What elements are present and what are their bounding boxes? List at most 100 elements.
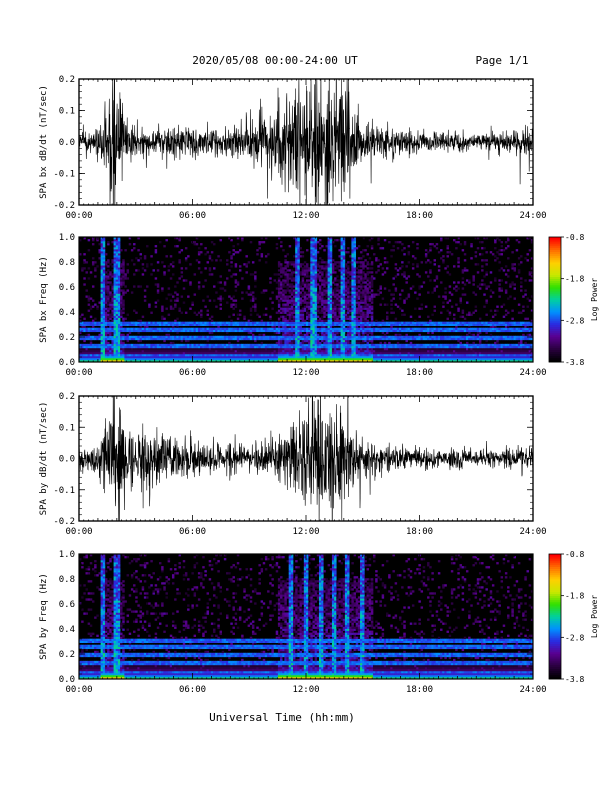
spectrogram-cell (122, 317, 125, 320)
spectrogram-cell (383, 355, 387, 359)
spectrogram-cell (303, 291, 307, 294)
spectrogram-cell (290, 337, 294, 341)
spectrogram-cell (349, 341, 352, 345)
spectrogram-cell (334, 305, 337, 308)
spectrogram-cell (375, 259, 378, 262)
spectrogram-cell (258, 355, 261, 359)
spectrogram-cell (318, 271, 322, 274)
spectrogram-cell (221, 353, 225, 357)
spectrogram-cell (249, 293, 253, 296)
spectrogram-cell (187, 351, 190, 355)
spectrogram-cell (327, 353, 331, 357)
spectrogram-cell (204, 335, 207, 339)
spectrogram-cell (275, 311, 279, 314)
spectrogram-cell (269, 335, 272, 339)
spectrogram-cell (113, 333, 117, 337)
spectrogram-cell (308, 321, 311, 324)
spectrogram-cell (318, 351, 322, 355)
spectrogram-cell (381, 247, 385, 250)
spectrogram-cell (364, 331, 367, 335)
spectrogram-cell (113, 305, 117, 308)
spectrogram-cell (310, 351, 313, 355)
spectrogram-cell (299, 343, 302, 347)
spectrogram-cell (370, 267, 374, 270)
spectrogram-cell (314, 295, 318, 298)
spectrogram-cell (139, 285, 142, 288)
spectrogram-cell (96, 349, 99, 353)
spectrogram-cell (336, 239, 339, 242)
spectrogram-cell (87, 333, 91, 337)
spectrogram-cell (394, 241, 398, 244)
spectrogram-cell (249, 299, 253, 302)
spectrogram-cell (251, 353, 255, 357)
spectrogram-cell (293, 309, 296, 312)
spectrogram-cell (394, 357, 398, 361)
spectrogram-cell (104, 281, 108, 284)
spectrogram-cell (353, 347, 357, 351)
spectrogram-cell (357, 281, 361, 284)
spectrogram-cell (327, 289, 331, 292)
spectrogram-cell (388, 349, 391, 353)
spectrogram-cell (221, 337, 225, 341)
spectrogram-cell (126, 289, 130, 292)
spectrogram-cell (223, 335, 227, 339)
spectrogram-cell (351, 331, 354, 335)
spectrogram-cell (104, 279, 108, 282)
spectrogram-cell (226, 323, 229, 327)
spectrogram-cell (249, 335, 253, 339)
spectrogram-cell (277, 291, 281, 294)
spectrogram-cell (353, 341, 357, 345)
spectrogram-cell (293, 297, 296, 300)
spectrogram-cell (117, 299, 121, 302)
spectrogram-cell (122, 293, 125, 296)
spectrogram-cell (344, 287, 348, 290)
spectrogram-cell (94, 317, 97, 320)
spectrogram-cell (197, 353, 201, 357)
spectrogram-cell (282, 281, 285, 284)
spectrogram-cell (327, 325, 331, 329)
spectrogram-cell (310, 331, 313, 335)
spectrogram-cell (165, 323, 168, 327)
spectrogram-cell (115, 329, 119, 333)
spectrogram-cell (323, 337, 326, 341)
spectrogram-cell (249, 343, 253, 347)
spectrogram-cell (407, 345, 411, 349)
spectrogram-cell (299, 287, 302, 290)
spectrogram-cell (288, 325, 292, 329)
spectrogram-cell (364, 325, 367, 329)
spectrogram-cell (223, 323, 227, 327)
spectrogram-cell (347, 285, 350, 288)
spectrogram-cell (115, 323, 119, 327)
spectrogram-cell (156, 335, 160, 339)
spectrogram-cell (113, 337, 117, 341)
spectrogram-cell (360, 263, 363, 266)
spectrogram-cell (223, 357, 227, 361)
spectrogram-cell (349, 323, 352, 327)
spectrogram-cell (161, 289, 164, 292)
spectrogram-cell (383, 333, 387, 337)
spectrogram-cell (321, 275, 324, 278)
spectrogram-cell (113, 313, 117, 316)
spectrogram-cell (306, 353, 309, 357)
spectrogram-cell (135, 343, 138, 347)
spectrogram-cell (169, 327, 173, 331)
spectrogram-cell (275, 273, 279, 276)
spectrogram-cell (336, 323, 339, 327)
spectrogram-cell (223, 337, 227, 341)
spectrogram-cell (379, 359, 382, 363)
spectrogram-cell (349, 321, 352, 324)
spectrogram-cell (210, 327, 214, 331)
spectrogram-cell (323, 355, 326, 359)
spectrogram-cell (312, 263, 315, 266)
spectrogram-cell (344, 269, 348, 272)
spectrogram-cell (355, 353, 359, 357)
spectrogram-cell (340, 275, 344, 278)
spectrogram-cell (368, 295, 372, 298)
spectrogram-cell (221, 297, 225, 300)
spectrogram-cell (288, 323, 292, 327)
spectrogram-cell (128, 351, 132, 355)
spectrogram-cell (383, 261, 387, 264)
spectrogram-cell (308, 295, 311, 298)
spectrogram-cell (306, 327, 309, 331)
spectrogram-cell (163, 355, 166, 359)
